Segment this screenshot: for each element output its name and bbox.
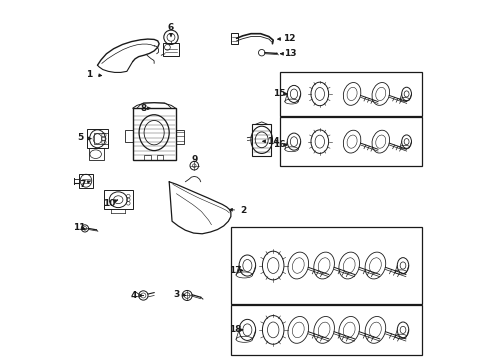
Text: 10: 10	[102, 199, 115, 208]
Text: 9: 9	[191, 155, 197, 164]
Bar	[156, 155, 163, 160]
Bar	[230, 305, 421, 355]
Text: 7: 7	[79, 180, 85, 189]
Text: 11: 11	[73, 223, 85, 232]
Bar	[124, 130, 132, 142]
Bar	[163, 42, 179, 56]
Bar	[279, 72, 421, 116]
Text: 1: 1	[86, 70, 93, 79]
Text: 8: 8	[140, 104, 146, 113]
Text: 18: 18	[229, 325, 241, 334]
Bar	[175, 130, 183, 144]
Bar	[144, 155, 150, 160]
Text: 17: 17	[229, 266, 242, 275]
Text: 2: 2	[240, 206, 246, 215]
Bar	[279, 117, 421, 166]
Bar	[132, 108, 175, 160]
Text: 4: 4	[131, 291, 137, 300]
Bar	[230, 227, 421, 304]
Text: 14: 14	[266, 137, 279, 146]
Text: 12: 12	[283, 34, 295, 43]
Text: 6: 6	[167, 23, 174, 32]
Text: 3: 3	[173, 289, 179, 298]
Text: 5: 5	[77, 133, 83, 142]
Text: 16: 16	[273, 140, 285, 149]
Text: 13: 13	[284, 49, 296, 58]
Text: 15: 15	[273, 89, 285, 98]
